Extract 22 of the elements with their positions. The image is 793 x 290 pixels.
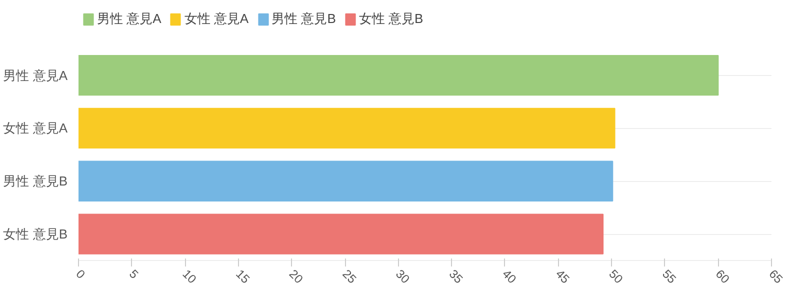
legend-label: 女性 意見A [184,10,249,28]
legend-label: 女性 意見B [358,10,424,28]
legend-label: 男性 意見A [97,10,162,28]
x-tick-label: 20 [286,266,306,286]
x-tick-label: 55 [660,266,680,286]
x-tick-label: 65 [766,266,786,286]
legend-label: 男性 意見B [272,10,336,28]
x-tick-label: 60 [712,266,732,286]
y-tick-label: 男性 意見B [3,174,68,189]
y-tick-label: 女性 意見A [3,120,68,136]
x-tick-label: 25 [340,266,360,286]
x-tick-label: 30 [393,266,413,286]
x-tick-label: 40 [500,266,520,286]
y-tick-label: 男性 意見A [3,68,68,83]
y-tick-label: 女性 意見B [3,226,68,242]
x-tick-label: 5 [126,266,142,282]
x-tick-label: 10 [180,266,200,286]
x-tick-label: 50 [606,266,626,286]
x-tick-label: 15 [233,266,253,286]
x-tick-label: 35 [446,266,466,286]
x-tick-label: 0 [73,266,88,282]
x-tick-label: 45 [552,266,573,286]
